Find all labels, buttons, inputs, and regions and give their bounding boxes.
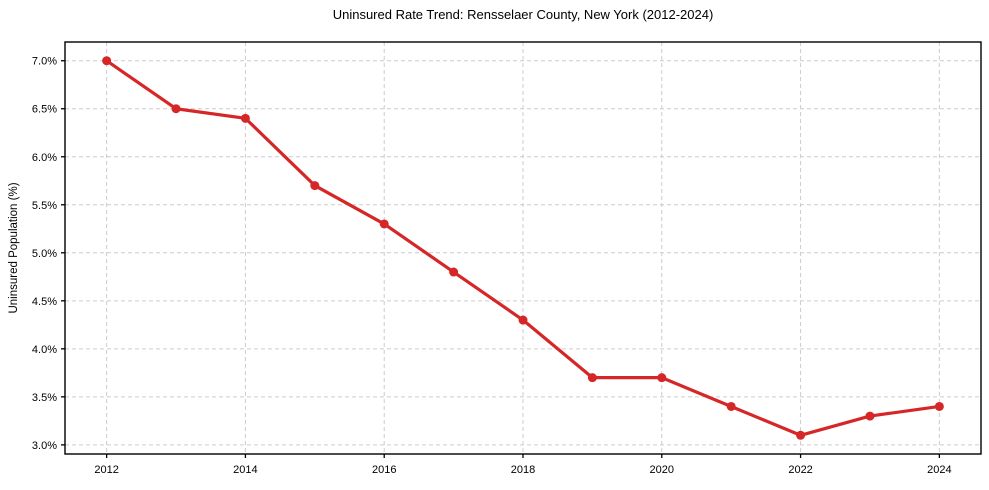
y-tick-label: 3.0% <box>32 440 57 452</box>
data-point <box>587 373 597 383</box>
data-point <box>865 411 875 421</box>
y-tick-label: 7.0% <box>32 56 57 68</box>
x-tick-label: 2022 <box>788 464 812 476</box>
y-tick-label: 6.5% <box>32 104 57 116</box>
y-tick-label: 5.5% <box>32 200 57 212</box>
data-point <box>379 219 389 229</box>
y-tick-label: 6.0% <box>32 152 57 164</box>
data-point <box>102 56 112 66</box>
y-tick-label: 3.5% <box>32 392 57 404</box>
data-point <box>171 104 181 114</box>
x-tick-label: 2016 <box>372 464 396 476</box>
data-point <box>449 267 459 277</box>
x-tick-label: 2020 <box>650 464 674 476</box>
x-tick-label: 2012 <box>94 464 118 476</box>
chart-title: Uninsured Rate Trend: Rensselaer County,… <box>332 7 714 22</box>
data-point <box>518 315 528 325</box>
y-tick-label: 5.0% <box>32 248 57 260</box>
y-tick-label: 4.5% <box>32 296 57 308</box>
data-point <box>310 181 320 191</box>
plot-frame <box>64 41 982 455</box>
data-point <box>796 430 806 440</box>
data-point <box>934 401 944 411</box>
x-tick-label: 2014 <box>233 464 257 476</box>
y-tick-label: 4.0% <box>32 344 57 356</box>
data-point <box>726 401 736 411</box>
data-point <box>240 113 250 123</box>
x-tick-label: 2024 <box>927 464 951 476</box>
x-tick-label: 2018 <box>511 464 535 476</box>
data-point <box>657 373 667 383</box>
